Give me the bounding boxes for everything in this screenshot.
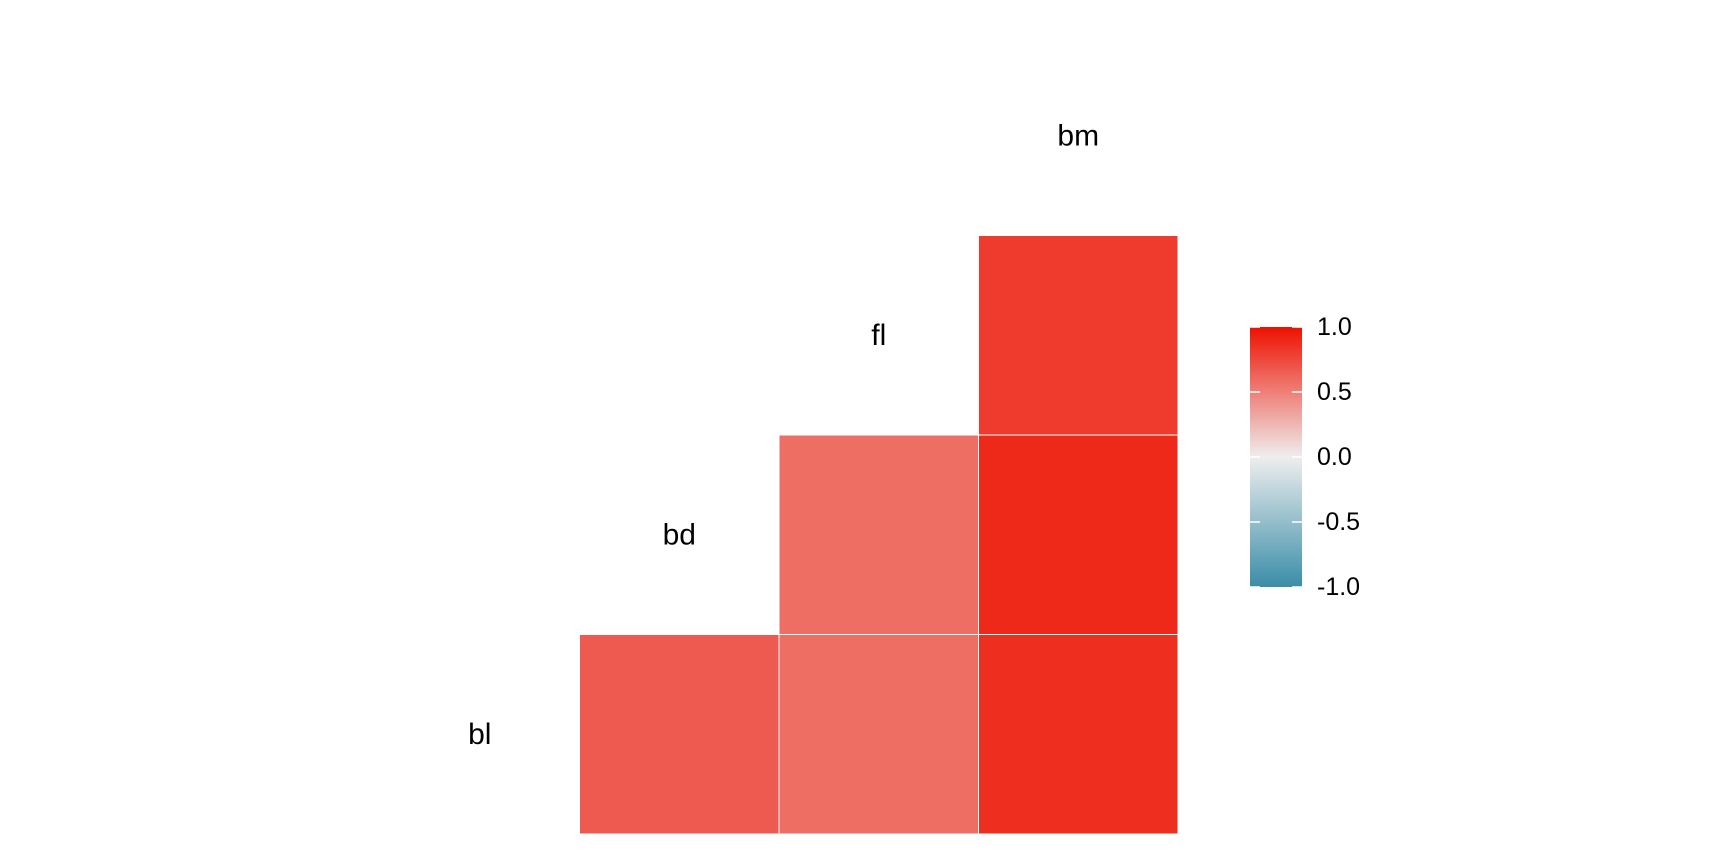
legend-ticks: 1.0 0.5 0.0 -0.5 -1.0 — [1250, 313, 1360, 601]
variable-label-bl: bl — [468, 718, 491, 751]
color-legend: 1.0 0.5 0.0 -0.5 -1.0 — [1250, 313, 1360, 601]
variable-label-bd: bd — [663, 518, 696, 551]
variable-labels: bl bd fl bm — [468, 119, 1099, 751]
variable-label-fl: fl — [871, 319, 886, 352]
heatmap-cell-bl-bm — [978, 634, 1179, 835]
heatmap-cell-fl-bm — [978, 235, 1179, 436]
heatmap-cell-bl-bd — [579, 634, 780, 835]
legend-tick-label: 0.5 — [1317, 378, 1352, 406]
heatmap-cells — [579, 235, 1179, 835]
heatmap-cell-bd-bm — [978, 434, 1179, 635]
legend-tick-label: 1.0 — [1317, 313, 1352, 341]
legend-tick-label: -0.5 — [1317, 508, 1360, 536]
heatmap-cell-bd-fl — [778, 434, 979, 635]
heatmap-cell-bl-fl — [778, 634, 979, 835]
legend-tick-label: 0.0 — [1317, 443, 1352, 471]
variable-label-bm: bm — [1057, 119, 1099, 152]
legend-tick-label: -1.0 — [1317, 573, 1360, 601]
